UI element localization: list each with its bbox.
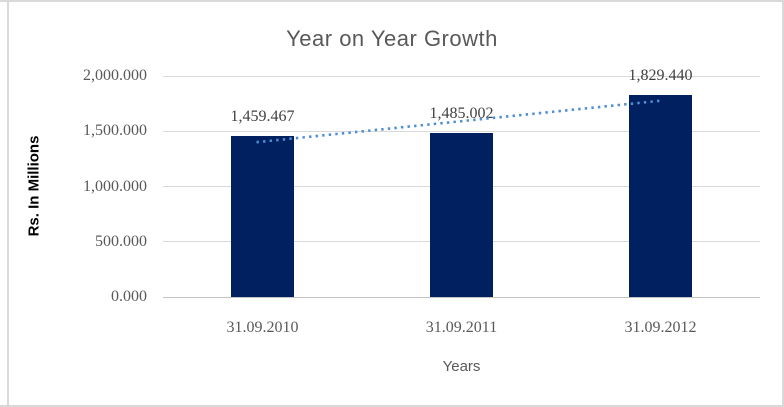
x-category-label: 31.09.2010 bbox=[226, 319, 299, 336]
trendline bbox=[256, 99, 664, 144]
gridline bbox=[163, 296, 760, 298]
y-tick-label: 0.000 bbox=[111, 288, 147, 305]
y-tick-label: 1,000.000 bbox=[83, 177, 147, 195]
x-category-label: 31.09.2011 bbox=[425, 319, 498, 336]
x-category-label: 31.09.2012 bbox=[624, 319, 697, 336]
bar bbox=[231, 135, 294, 297]
gridline bbox=[163, 75, 760, 77]
bar bbox=[430, 132, 493, 297]
bar-data-label: 1,485.002 bbox=[429, 104, 494, 122]
y-tick-label: 2,000.000 bbox=[83, 67, 147, 84]
frame-border-top bbox=[0, 0, 784, 2]
gridline bbox=[163, 130, 760, 132]
frame-border-left bbox=[7, 0, 9, 407]
bar-data-label: 1,829.440 bbox=[628, 66, 693, 84]
bar bbox=[629, 94, 692, 297]
x-axis-title: Years bbox=[442, 358, 481, 375]
y-tick-label: 1,500.000 bbox=[83, 122, 147, 140]
bar-data-label: 1,459.467 bbox=[230, 107, 295, 125]
chart-title: Year on Year Growth bbox=[286, 26, 498, 51]
plot-area: 1,459.467 1,485.002 1,829.440 bbox=[163, 67, 760, 298]
y-tick-label: 500.000 bbox=[95, 232, 147, 250]
